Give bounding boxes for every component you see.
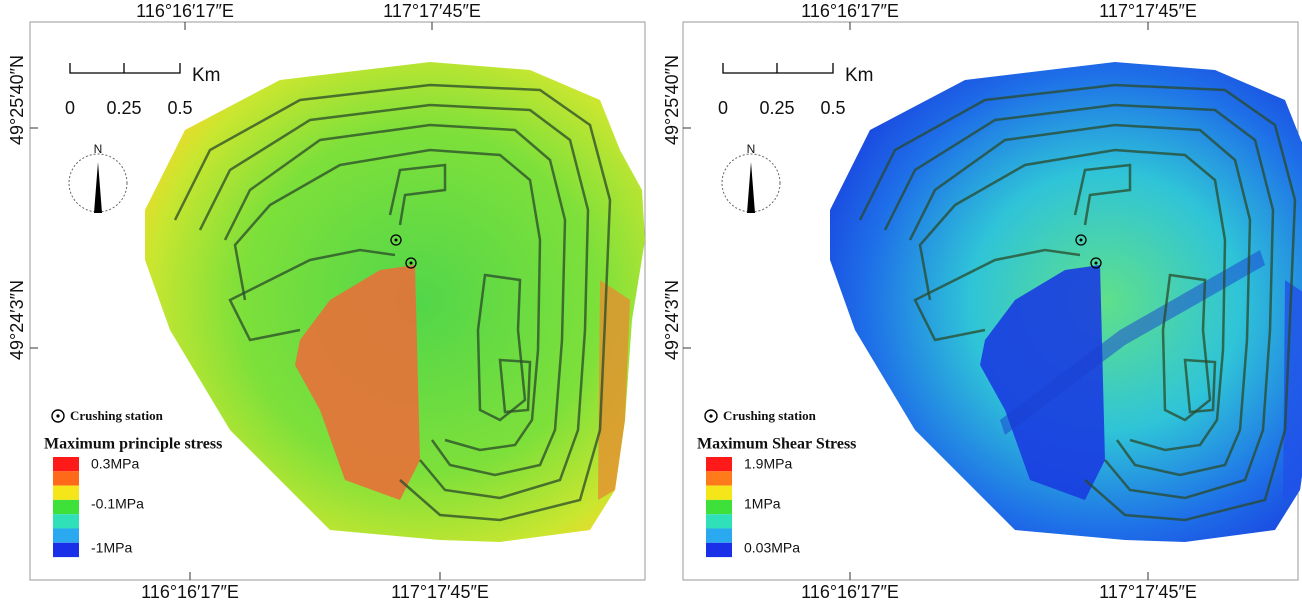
legend-swatch <box>706 471 732 485</box>
scale-label: 0 <box>65 98 75 118</box>
scale-label: 0.25 <box>106 98 141 118</box>
legend-swatch <box>706 500 732 514</box>
crushing-station-dot <box>1095 262 1098 265</box>
legend-swatch <box>706 457 732 471</box>
left-coord-label: 49°25′40″N <box>662 55 682 145</box>
legend-title: Maximum Shear Stress <box>697 436 856 453</box>
legend-station-label: Crushing station <box>70 408 164 423</box>
left-coord-label: 49°24′3″N <box>7 280 27 360</box>
north-label: N <box>747 142 756 156</box>
legend-station-dot <box>709 414 712 417</box>
crushing-station-dot <box>410 262 413 265</box>
top-coord-label: 117°17′45″E <box>1099 1 1197 21</box>
legend-swatch <box>706 543 732 557</box>
north-label: N <box>94 142 103 156</box>
top-coord-label: 116°16′17″E <box>801 1 899 21</box>
legend-label: 0.03MPa <box>744 540 800 556</box>
legend-swatch <box>53 457 79 471</box>
scale-bar <box>70 63 180 73</box>
map-panel: 116°16′17″E 117°17′45″E 116°16′17″E 117°17′… <box>662 1 1302 602</box>
scale-unit: Km <box>845 65 874 86</box>
top-coord-label: 117°17′45″E <box>383 1 481 21</box>
scale-label: 0.5 <box>167 98 192 118</box>
bottom-coord-label: 117°17′45″E <box>1099 582 1197 602</box>
legend-swatch <box>53 543 79 557</box>
legend-swatch <box>53 529 79 543</box>
legend-label: -0.1MPa <box>91 496 144 512</box>
bottom-coord-label: 116°16′17″E <box>801 582 899 602</box>
bottom-coord-label: 116°16′17″E <box>141 582 239 602</box>
legend-label: 1.9MPa <box>744 456 792 472</box>
crushing-station-dot <box>1080 239 1083 242</box>
map-panel: 116°16′17″E 117°17′45″E 116°16′17″E 117°17′… <box>7 1 645 602</box>
legend-station-dot <box>56 414 59 417</box>
map-area <box>830 62 1302 542</box>
top-coord-label: 116°16′17″E <box>136 1 234 21</box>
map-area <box>145 62 645 542</box>
legend-swatch <box>53 486 79 500</box>
legend-swatch <box>53 514 79 528</box>
legend-swatch <box>706 529 732 543</box>
bottom-coord-label: 117°17′45″E <box>391 582 489 602</box>
legend-swatch <box>53 471 79 485</box>
figure: 116°16′17″E 117°17′45″E 116°16′17″E 117°17′… <box>0 0 1302 604</box>
legend-swatch <box>53 500 79 514</box>
left-coord-label: 49°25′40″N <box>7 55 27 145</box>
scale-label: 0.5 <box>820 98 845 118</box>
crushing-station-dot <box>395 239 398 242</box>
legend-station-label: Crushing station <box>723 408 817 423</box>
legend-label: 0.3MPa <box>91 456 139 472</box>
legend-swatch <box>706 514 732 528</box>
scale-label: 0.25 <box>759 98 794 118</box>
legend-label: -1MPa <box>91 540 132 556</box>
legend-title: Maximum principle stress <box>44 436 222 453</box>
scale-bar <box>723 63 833 73</box>
scale-unit: Km <box>192 65 221 86</box>
legend-label: 1MPa <box>744 496 781 512</box>
left-coord-label: 49°24′3″N <box>662 280 682 360</box>
scale-label: 0 <box>718 98 728 118</box>
legend-swatch <box>706 486 732 500</box>
